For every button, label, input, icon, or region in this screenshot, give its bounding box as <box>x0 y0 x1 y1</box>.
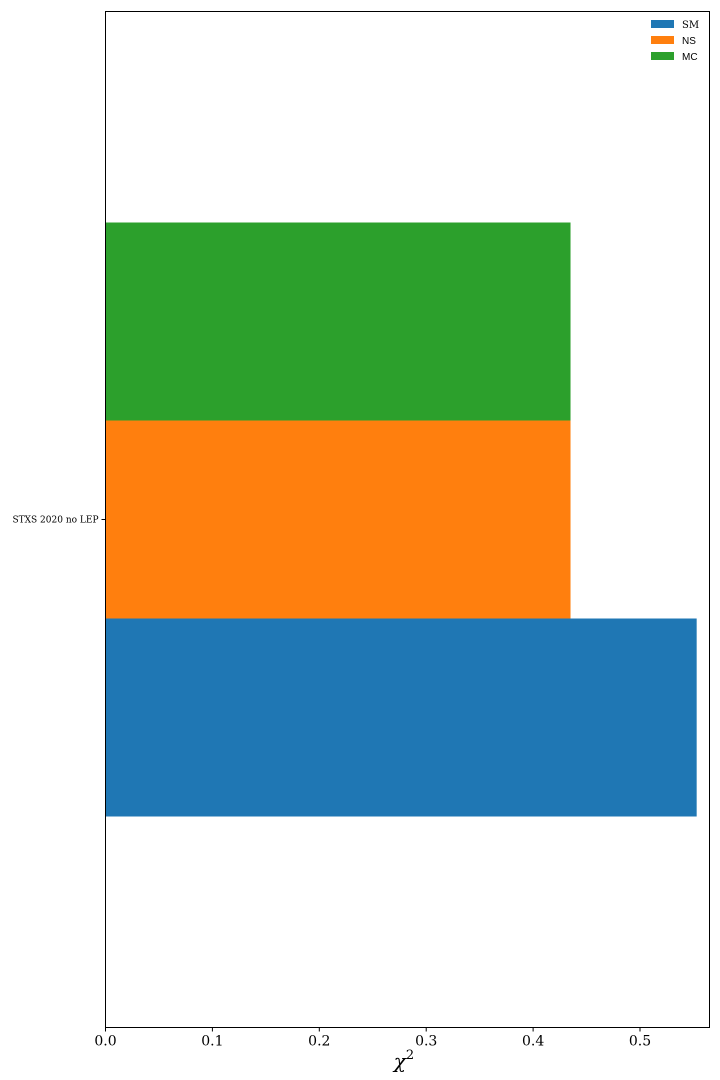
bar-mc <box>105 222 571 421</box>
y-axis-ticks: STXS 2020 no LEP <box>12 516 106 526</box>
x-tick-label: 0.5 <box>629 1034 651 1050</box>
legend-swatch-mc <box>651 52 674 60</box>
x-tick-label: 0.4 <box>522 1034 544 1050</box>
legend: SM NS MC <box>651 20 699 63</box>
x-axis-ticks: 0.0 0.1 0.2 0.3 0.4 0.5 <box>94 1027 651 1050</box>
x-axis-label-symbol: χ <box>392 1049 408 1073</box>
legend-label-mc: MC <box>682 52 698 63</box>
legend-swatch-ns <box>651 36 674 44</box>
x-tick-label: 0.3 <box>415 1034 437 1050</box>
bar-sm <box>105 618 697 817</box>
bars-group <box>105 222 697 817</box>
legend-label-ns: NS <box>682 36 696 47</box>
x-tick-label: 0.0 <box>94 1034 116 1050</box>
x-tick-label: 0.2 <box>308 1034 330 1050</box>
y-tick-label: STXS 2020 no LEP <box>12 516 98 526</box>
bar-ns <box>105 420 571 619</box>
x-axis-label-superscript: 2 <box>406 1048 414 1063</box>
legend-label-sm: SM <box>682 20 699 31</box>
legend-swatch-sm <box>651 20 674 28</box>
x-axis-label: χ2 <box>392 1048 414 1073</box>
x-tick-label: 0.1 <box>201 1034 223 1050</box>
